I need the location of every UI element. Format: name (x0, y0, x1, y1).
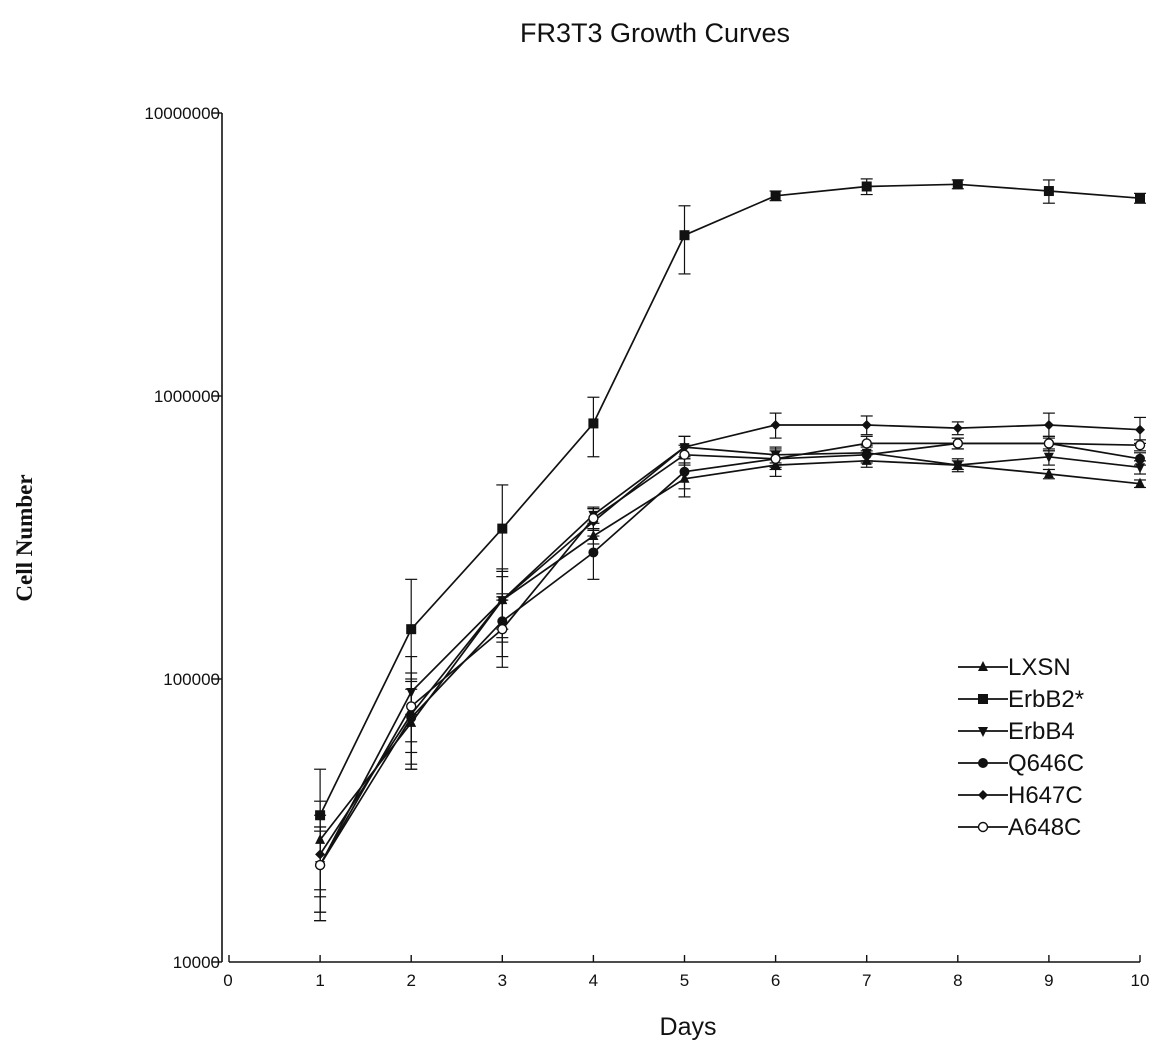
diamond-marker (861, 419, 872, 430)
square-marker (978, 694, 988, 704)
triangle-up-marker (1043, 468, 1054, 479)
square-marker (1135, 193, 1145, 204)
series-line (319, 442, 1141, 866)
open-circle-marker (861, 438, 872, 449)
circle-marker (679, 466, 690, 477)
diamond-marker (978, 790, 988, 800)
triangle-down-marker (1043, 452, 1054, 463)
triangle-up-marker (978, 661, 988, 671)
x-tick-label: 4 (589, 971, 598, 990)
square-marker (588, 418, 599, 429)
open-circle-marker (1043, 438, 1055, 449)
open-circle-marker (497, 623, 508, 635)
open-circle-marker (679, 449, 690, 460)
legend-label: ErbB4 (1008, 718, 1075, 745)
series-line (319, 183, 1141, 816)
square-marker (497, 523, 508, 534)
legend-label: A648C (1008, 814, 1081, 841)
legend-item: LXSN (958, 654, 1071, 681)
x-ticks: 0 1 2 3 4 5 6 7 8 9 10 (223, 955, 1149, 990)
x-tick-label: 3 (498, 971, 507, 990)
square-marker (1043, 186, 1054, 197)
legend-item: A648C (958, 814, 1081, 841)
series-line (319, 446, 1141, 866)
x-tick-label: 8 (953, 971, 962, 990)
legend-item: ErbB4 (958, 718, 1075, 745)
triangle-down-marker (952, 461, 963, 472)
triangle-down-marker (978, 727, 988, 737)
legend-label: ErbB2* (1008, 686, 1084, 713)
square-marker (406, 624, 417, 635)
series-erbb2 (314, 178, 1146, 891)
square-marker (679, 230, 690, 241)
legend: LXSN ErbB2* ErbB4 Q646C H647C A648C (958, 654, 1084, 841)
open-circle-marker (1134, 440, 1146, 451)
legend-item: ErbB2* (958, 686, 1084, 713)
open-circle-marker (588, 512, 599, 524)
square-marker (770, 190, 781, 201)
legend-label: Q646C (1008, 750, 1084, 777)
x-tick-label: 0 (223, 971, 232, 990)
y-tick-label: 10000 (173, 953, 220, 972)
series-a648c (314, 435, 1146, 922)
x-tick-label: 2 (406, 971, 415, 990)
open-circle-marker (770, 453, 781, 464)
circle-marker (1135, 453, 1145, 464)
x-tick-label: 10 (1131, 971, 1150, 990)
x-axis-label: Days (660, 1013, 717, 1040)
x-tick-label: 1 (315, 971, 324, 990)
chart-title: FR3T3 Growth Curves (520, 18, 790, 48)
y-tick-label: 100000 (163, 670, 220, 689)
y-tick-label: 1000000 (154, 387, 220, 406)
legend-item: Q646C (958, 750, 1084, 777)
x-tick-label: 9 (1044, 971, 1053, 990)
open-circle-marker (952, 438, 963, 449)
x-tick-label: 6 (771, 971, 780, 990)
y-axis-label: Cell Number (12, 474, 37, 601)
x-tick-label: 7 (862, 971, 871, 990)
y-ticks: 10000 100000 1000000 10000000 (144, 104, 222, 972)
plot-area (314, 178, 1146, 922)
series-line (319, 459, 1141, 841)
legend-label: H647C (1008, 782, 1083, 809)
circle-marker (861, 449, 872, 460)
y-tick-label: 10000000 (144, 104, 220, 123)
diamond-marker (1135, 424, 1145, 435)
diamond-marker (1043, 419, 1054, 430)
legend-label: LXSN (1008, 654, 1071, 681)
square-marker (861, 181, 872, 192)
diamond-marker (952, 423, 963, 434)
triangle-up-marker (1135, 477, 1145, 488)
circle-marker (978, 758, 988, 768)
square-marker (952, 179, 963, 190)
x-tick-label: 5 (680, 971, 689, 990)
open-circle-marker (314, 859, 326, 871)
open-circle-marker (977, 821, 989, 833)
diamond-marker (770, 419, 781, 430)
triangle-down-marker (1135, 463, 1145, 474)
open-circle-marker (406, 701, 417, 712)
series-line (319, 424, 1141, 855)
circle-marker (588, 547, 599, 558)
legend-item: H647C (958, 782, 1083, 809)
